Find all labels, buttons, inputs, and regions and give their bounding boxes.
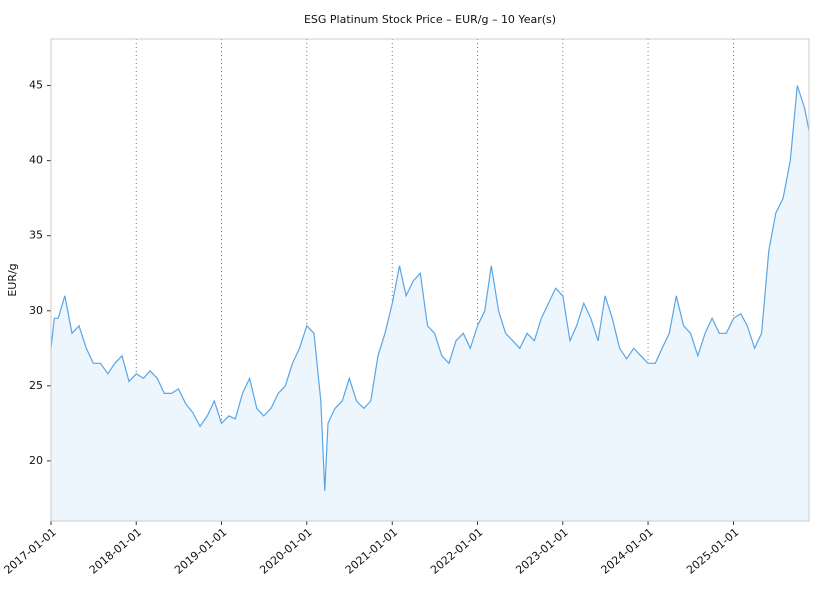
y-tick-label: 30 — [29, 304, 43, 317]
x-tick-label: 2022-01-01 — [428, 526, 485, 577]
plot-border — [50, 38, 810, 522]
y-tick-label: 45 — [29, 79, 43, 92]
y-tick-label: 25 — [29, 379, 43, 392]
price-line — [50, 85, 810, 492]
x-tick-label: 2024-01-01 — [599, 526, 656, 577]
x-tick-label: 2023-01-01 — [513, 526, 570, 577]
y-tick-label: 20 — [29, 454, 43, 467]
chart-title: ESG Platinum Stock Price – EUR/g – 10 Ye… — [304, 13, 556, 26]
y-tick-label: 35 — [29, 229, 43, 242]
x-tick-label: 2018-01-01 — [87, 526, 144, 577]
area-fill — [51, 85, 809, 521]
x-tick-label: 2017-01-01 — [2, 526, 59, 577]
y-axis-label: EUR/g — [6, 263, 19, 296]
x-tick-label: 2020-01-01 — [257, 526, 314, 577]
y-tick-label: 40 — [29, 154, 43, 167]
x-tick-label: 2019-01-01 — [172, 526, 229, 577]
x-tick-label: 2025-01-01 — [684, 526, 741, 577]
x-tick-label: 2021-01-01 — [343, 526, 400, 577]
